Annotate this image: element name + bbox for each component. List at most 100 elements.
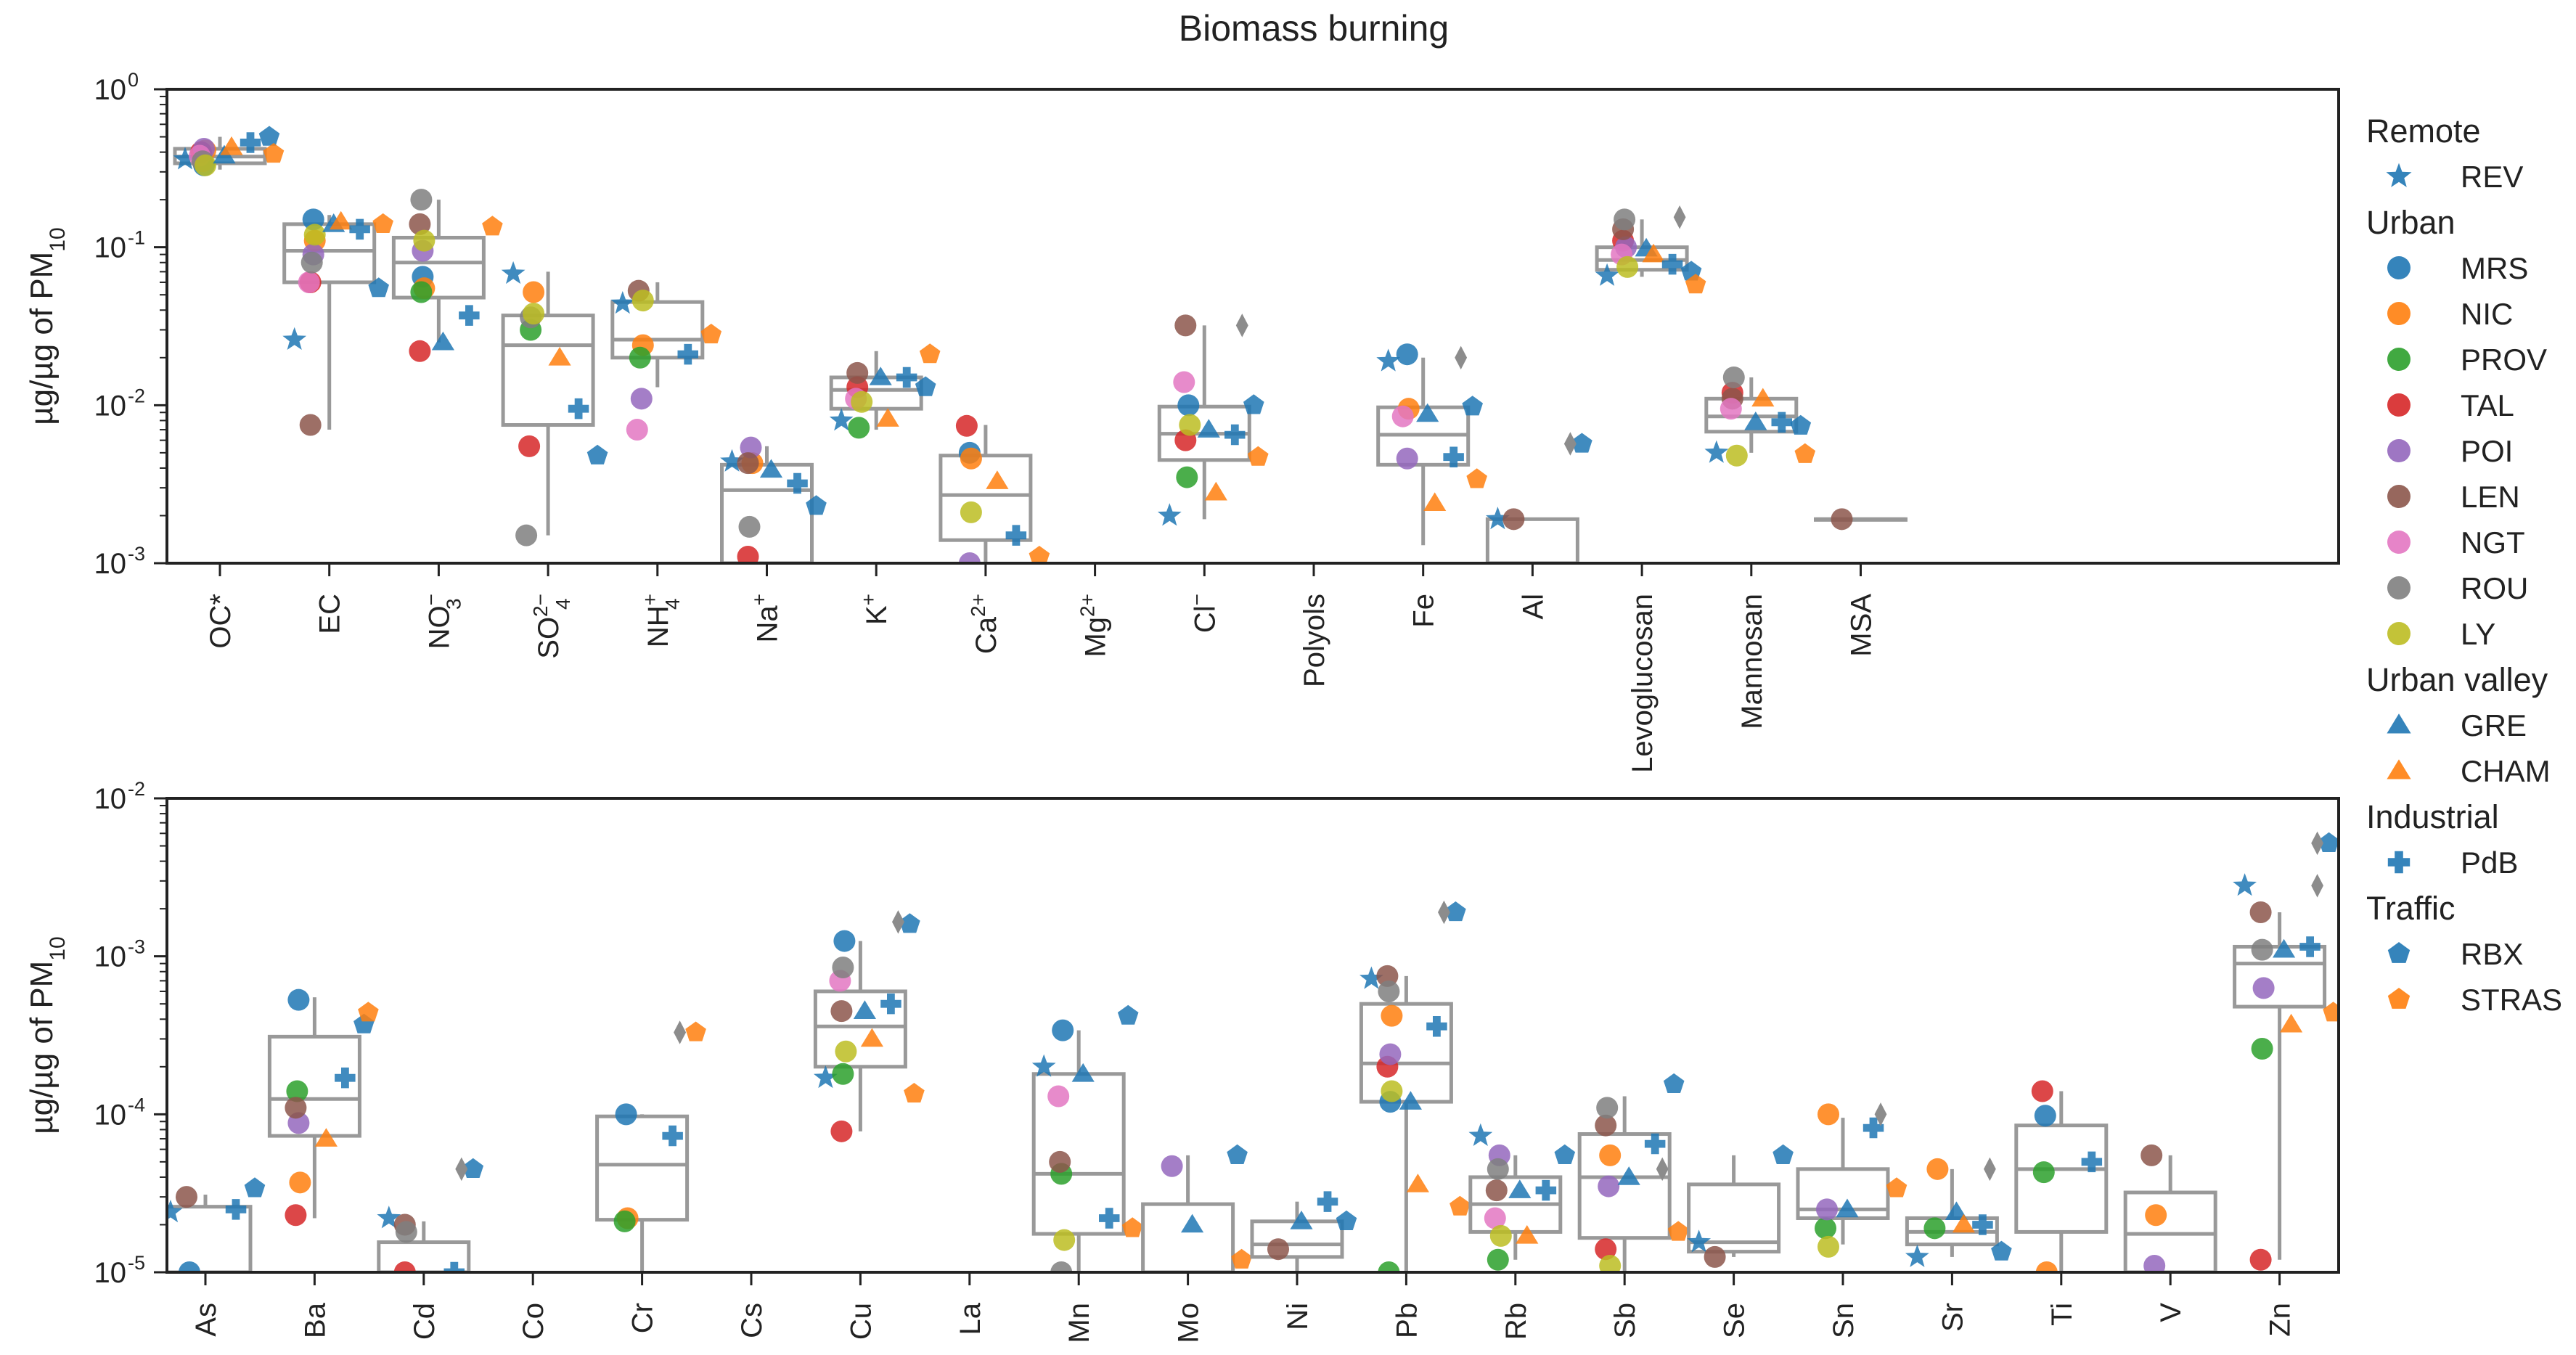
point-Mannosan-CHAM — [1751, 388, 1775, 407]
point-Ca-LY — [960, 501, 982, 523]
point-Fe-RBX — [1462, 396, 1483, 416]
x-tick-label: As — [190, 1303, 222, 1337]
x-tick-label: Mg2+ — [1076, 594, 1112, 658]
chart-title: Biomass burning — [1179, 8, 1449, 49]
box-iqr — [610, 300, 705, 360]
point-Ni-RBX — [1336, 1210, 1357, 1230]
outlier-Sn — [1874, 1102, 1887, 1126]
point-Sr-REV — [1905, 1244, 1929, 1267]
point-Ba-CHAM — [314, 1128, 338, 1147]
point-Cr-MRS — [615, 1103, 637, 1126]
point-NO-TAL — [409, 340, 431, 362]
point-Cu-CHAM — [860, 1028, 883, 1047]
point-As-LEN — [176, 1186, 197, 1208]
plot-area — [173, 126, 1908, 563]
legend-marker-LEN — [2387, 485, 2411, 508]
point-SO-PdB — [568, 398, 589, 419]
point-SO-NIC — [523, 281, 545, 303]
legend-label-CHAM: CHAM — [2461, 754, 2551, 788]
x-tick-label: NH+4 — [638, 594, 683, 647]
x-tick-label: OC* — [205, 594, 237, 649]
box-V — [2123, 1155, 2217, 1272]
point-Fe-REV — [1376, 348, 1401, 372]
point-OC*-CHAM — [220, 136, 243, 155]
point-Cr-PROV — [613, 1210, 636, 1232]
point-Zn-TAL — [2249, 1248, 2272, 1271]
point-SO-ROU2 — [515, 524, 538, 546]
point-Cl-CHAM — [1204, 481, 1227, 501]
legend-label-LEN: LEN — [2461, 480, 2520, 514]
point-Cl-RBX — [1243, 394, 1264, 414]
point-Zn-POI — [2252, 977, 2275, 999]
point-Sb-PdB — [1644, 1133, 1666, 1155]
x-tick-label: EC — [314, 594, 346, 634]
point-Ti-TAL — [2031, 1080, 2053, 1102]
point-As-REV — [167, 1200, 183, 1223]
point-Zn-PdB — [2299, 936, 2321, 957]
x-tick-label: Zn — [2265, 1303, 2297, 1337]
point-Mannosan-GRE — [1744, 412, 1767, 430]
point-Rb-RBX — [1554, 1144, 1576, 1164]
outlier-Levoglucosan — [1673, 205, 1686, 229]
point-SO-REV — [501, 261, 526, 284]
point-OC*-PdB — [240, 132, 261, 153]
point-Levoglucosan-STRAS — [1685, 274, 1706, 294]
point-K-PdB — [896, 367, 917, 388]
point-Cu-LY — [835, 1040, 857, 1063]
x-tick-label: Mo — [1173, 1303, 1205, 1343]
point-Na-PdB — [787, 472, 808, 494]
legend-label-STRAS: STRAS — [2461, 983, 2562, 1017]
point-Na-GRE — [759, 459, 783, 478]
point-NH-STRAS — [700, 324, 722, 344]
point-NO-STRAS — [482, 216, 503, 236]
legend-label-NIC: NIC — [2461, 297, 2513, 331]
point-Mannosan-REV — [1704, 440, 1729, 463]
point-Cu-MRS — [833, 930, 856, 952]
outlier-Cu — [892, 910, 904, 934]
point-SO-LY — [523, 303, 545, 325]
point-EC-LY — [303, 224, 326, 246]
point-K-GRE — [869, 367, 892, 385]
point-EC-STRAS — [372, 213, 393, 233]
point-Ca-STRAS — [1029, 546, 1050, 563]
box-iqr — [377, 1240, 471, 1272]
point-Zn-LEN — [2249, 901, 2272, 923]
legend-group-header: Traffic — [2366, 890, 2456, 927]
point-Zn-STRAS — [2323, 1002, 2339, 1022]
point-V-NIC — [2145, 1204, 2167, 1227]
box-Mo — [1141, 1155, 1235, 1272]
legend-group-header: Industrial — [2366, 798, 2499, 835]
point-Mo-POI — [1161, 1155, 1183, 1177]
box-iqr — [1796, 1167, 1890, 1220]
x-tick-label: MSA — [1846, 594, 1878, 657]
box-iqr — [501, 314, 595, 427]
point-MSA-LEN — [1831, 508, 1853, 531]
point-Na-TAL — [737, 545, 759, 563]
outlier-Zn — [2311, 831, 2323, 856]
point-Sn-GRE — [1836, 1198, 1859, 1218]
point-NO-LY — [413, 229, 436, 252]
x-tick-label: K+ — [857, 594, 894, 625]
point-Fe-PdB — [1443, 446, 1464, 467]
legend-marker-POI — [2387, 439, 2411, 462]
point-Sb-RBX — [1663, 1073, 1685, 1093]
x-tick-label: Fe — [1408, 594, 1440, 628]
point-Ti-NIC — [2035, 1261, 2058, 1272]
point-Ca-POI — [958, 552, 981, 563]
point-Fe-CHAM — [1423, 492, 1447, 511]
x-tick-label: Sb — [1609, 1303, 1641, 1338]
point-Ni-PdB — [1317, 1191, 1338, 1212]
y-tick-exponent: -3 — [128, 543, 145, 565]
x-tick-label: Na+ — [748, 594, 784, 643]
box-iqr — [1577, 1132, 1672, 1240]
y-axis-label: µg/µg of PM10 — [24, 227, 70, 425]
box-Ba — [267, 997, 361, 1219]
point-Sr-CHAM — [1952, 1213, 1975, 1233]
point-Rb-GRE — [1508, 1179, 1532, 1198]
box-iqr — [2014, 1123, 2109, 1234]
x-tick-label: Ni — [1282, 1303, 1314, 1330]
point-Sr-PROV — [1923, 1217, 1946, 1240]
box-iqr — [167, 1205, 253, 1272]
